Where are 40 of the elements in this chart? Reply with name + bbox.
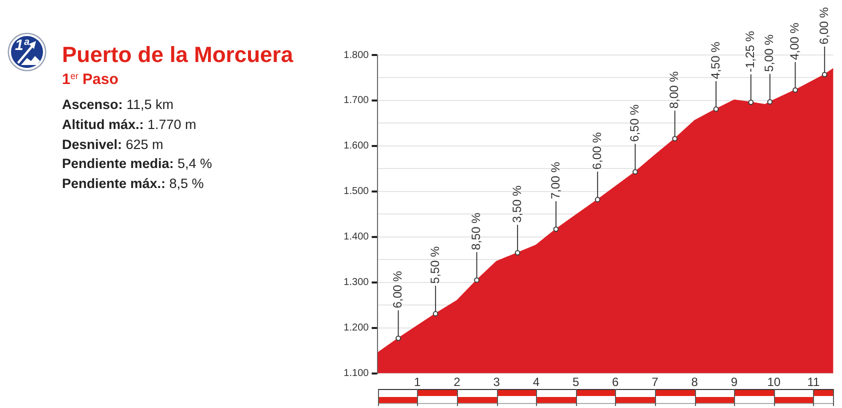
text: Desnivel: 625 m xyxy=(62,136,164,154)
x-tick-label: 1 xyxy=(414,374,421,389)
text: Ascenso: 11,5 km xyxy=(62,96,175,114)
annotation: 6,50 % xyxy=(628,104,642,142)
y-tick-label: 1.500 xyxy=(344,186,370,198)
text: Altitud máx.: 1.770 m xyxy=(62,116,198,134)
x-tick-label: 8 xyxy=(691,374,698,389)
annotation: 3,50 % xyxy=(510,185,524,223)
y-tick-label: 1.200 xyxy=(344,322,370,334)
annotation: 4,50 % xyxy=(708,41,722,80)
annotation: 7,00 % xyxy=(548,161,562,200)
y-tick-label: 1.400 xyxy=(344,232,370,243)
x-tick-label: 4 xyxy=(532,374,540,389)
y-tick-label: 1.800 xyxy=(344,50,370,61)
y-tick-label: 1.600 xyxy=(344,140,370,152)
annotation: 6,00 % xyxy=(590,132,604,170)
x-tick-label: 11 xyxy=(807,374,820,389)
x-tick-label: 10 xyxy=(767,374,781,389)
y-tick-label: 1.700 xyxy=(344,95,370,106)
x-tick-label: 6 xyxy=(612,374,620,389)
annotation: -1,25 % xyxy=(743,30,758,72)
x-tick-label: 9 xyxy=(730,374,738,389)
text: Pendiente máx.: 8,5 % xyxy=(62,175,205,194)
x-tick-label: 3 xyxy=(493,374,500,389)
y-tick-label: 1.100 xyxy=(344,368,370,380)
x-tick-label: 2 xyxy=(454,374,461,389)
annotation: 5,50 % xyxy=(428,246,442,284)
annotation: 8,50 % xyxy=(469,212,484,250)
x-tick-label: 7 xyxy=(652,374,659,389)
annotation: 4,00 % xyxy=(788,22,802,60)
text: 1$^{er}$ Paso xyxy=(62,70,118,89)
text: Puerto de la Morcuera xyxy=(62,42,294,67)
annotation: 6,00 % xyxy=(816,6,831,45)
annotation: 8,00 % xyxy=(667,70,682,109)
annotation: 5,00 % xyxy=(762,34,776,72)
text: Pendiente media: 5,4 % xyxy=(62,155,212,174)
annotation: 6,00 % xyxy=(390,270,405,308)
text: 1ª xyxy=(15,37,29,54)
y-tick-label: 1.300 xyxy=(344,277,370,288)
x-tick-label: 5 xyxy=(572,374,580,389)
